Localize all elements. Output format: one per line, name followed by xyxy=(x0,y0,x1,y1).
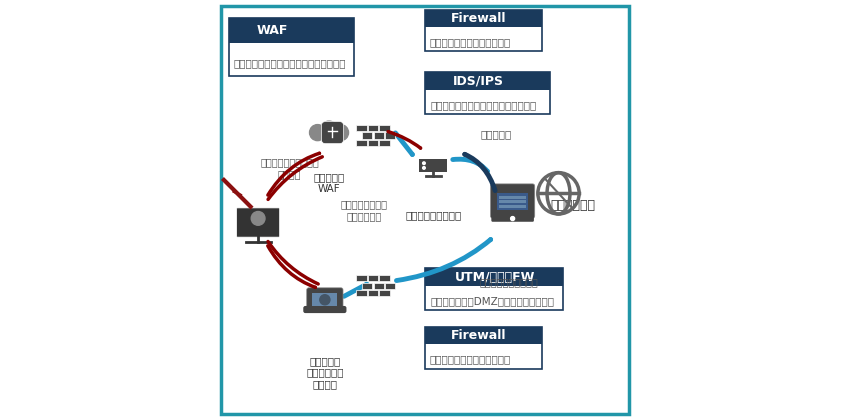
Circle shape xyxy=(511,217,514,220)
FancyBboxPatch shape xyxy=(425,72,550,114)
Circle shape xyxy=(422,167,425,169)
FancyBboxPatch shape xyxy=(500,200,526,203)
FancyBboxPatch shape xyxy=(356,290,366,296)
FancyBboxPatch shape xyxy=(500,196,526,199)
FancyArrowPatch shape xyxy=(396,239,490,281)
FancyBboxPatch shape xyxy=(419,164,447,172)
Text: 社内システム: 社内システム xyxy=(550,200,595,213)
FancyBboxPatch shape xyxy=(229,18,354,76)
FancyBboxPatch shape xyxy=(374,283,384,289)
FancyBboxPatch shape xyxy=(379,139,389,146)
Text: ウェブ閲覧
メール送受信
リモート: ウェブ閲覧 メール送受信 リモート xyxy=(306,356,343,389)
FancyBboxPatch shape xyxy=(490,184,535,218)
FancyBboxPatch shape xyxy=(368,125,378,131)
FancyArrowPatch shape xyxy=(344,284,366,297)
Circle shape xyxy=(320,295,330,305)
FancyBboxPatch shape xyxy=(229,18,354,42)
FancyArrowPatch shape xyxy=(268,246,315,287)
FancyBboxPatch shape xyxy=(362,132,372,139)
FancyBboxPatch shape xyxy=(379,275,389,281)
FancyArrowPatch shape xyxy=(395,133,412,155)
FancyBboxPatch shape xyxy=(425,10,541,52)
Circle shape xyxy=(322,128,336,142)
FancyBboxPatch shape xyxy=(312,293,337,306)
FancyBboxPatch shape xyxy=(425,327,541,368)
Text: 不正プログラムの
ダウンロード: 不正プログラムの ダウンロード xyxy=(341,199,388,221)
FancyArrowPatch shape xyxy=(268,241,318,284)
FancyArrowPatch shape xyxy=(268,153,320,195)
Text: ネットワークのアクセス制御: ネットワークのアクセス制御 xyxy=(429,354,511,365)
FancyBboxPatch shape xyxy=(425,72,550,90)
FancyBboxPatch shape xyxy=(385,132,395,139)
FancyBboxPatch shape xyxy=(321,121,343,144)
Text: UTM/次世代FW: UTM/次世代FW xyxy=(456,270,536,284)
Text: Firewall: Firewall xyxy=(450,329,507,342)
FancyBboxPatch shape xyxy=(356,139,366,146)
FancyBboxPatch shape xyxy=(425,268,563,286)
Text: クラウド型
WAF: クラウド型 WAF xyxy=(314,173,344,194)
Text: ネットワークのアクセス制御: ネットワークのアクセス制御 xyxy=(429,37,511,47)
FancyBboxPatch shape xyxy=(425,10,541,27)
FancyBboxPatch shape xyxy=(385,283,395,289)
FancyBboxPatch shape xyxy=(379,125,389,131)
FancyBboxPatch shape xyxy=(379,290,389,296)
FancyBboxPatch shape xyxy=(368,275,378,281)
Circle shape xyxy=(309,125,326,141)
FancyBboxPatch shape xyxy=(425,327,541,344)
FancyBboxPatch shape xyxy=(491,215,534,222)
Text: ネットワーク層への攻撃を検知・防御: ネットワーク層への攻撃を検知・防御 xyxy=(430,100,536,110)
FancyArrowPatch shape xyxy=(453,159,487,171)
Circle shape xyxy=(422,162,425,165)
FancyBboxPatch shape xyxy=(368,139,378,146)
FancyBboxPatch shape xyxy=(419,159,447,167)
FancyBboxPatch shape xyxy=(497,194,528,210)
Text: WAF: WAF xyxy=(257,24,288,37)
FancyArrowPatch shape xyxy=(268,157,322,200)
Text: 公開ウェブサーバー: 公開ウェブサーバー xyxy=(405,210,462,220)
Text: バックドア: バックドア xyxy=(480,129,512,139)
FancyBboxPatch shape xyxy=(362,283,372,289)
FancyBboxPatch shape xyxy=(356,125,366,131)
FancyBboxPatch shape xyxy=(303,306,347,313)
FancyBboxPatch shape xyxy=(307,288,343,310)
Text: ウェブサイトに対する攻撃を検知・防御: ウェブサイトに対する攻撃を検知・防御 xyxy=(234,59,347,68)
Circle shape xyxy=(332,125,348,141)
Circle shape xyxy=(320,121,338,139)
Text: 公開ウェブサイトへの
アクセス: 公開ウェブサイトへの アクセス xyxy=(260,158,319,179)
FancyBboxPatch shape xyxy=(500,205,526,207)
FancyBboxPatch shape xyxy=(374,132,384,139)
FancyArrowPatch shape xyxy=(465,154,496,191)
FancyBboxPatch shape xyxy=(236,208,280,237)
Text: 外部からの侵入・操作: 外部からの侵入・操作 xyxy=(479,277,538,287)
Text: IDS/IPS: IDS/IPS xyxy=(452,75,503,88)
FancyBboxPatch shape xyxy=(368,290,378,296)
Text: Firewall: Firewall xyxy=(450,12,507,25)
FancyArrowPatch shape xyxy=(388,131,421,148)
FancyBboxPatch shape xyxy=(356,275,366,281)
Text: 社内システムやDMZへの攻撃検知・防御: 社内システムやDMZへの攻撃検知・防御 xyxy=(430,296,554,306)
Circle shape xyxy=(252,212,265,225)
FancyBboxPatch shape xyxy=(425,268,563,310)
